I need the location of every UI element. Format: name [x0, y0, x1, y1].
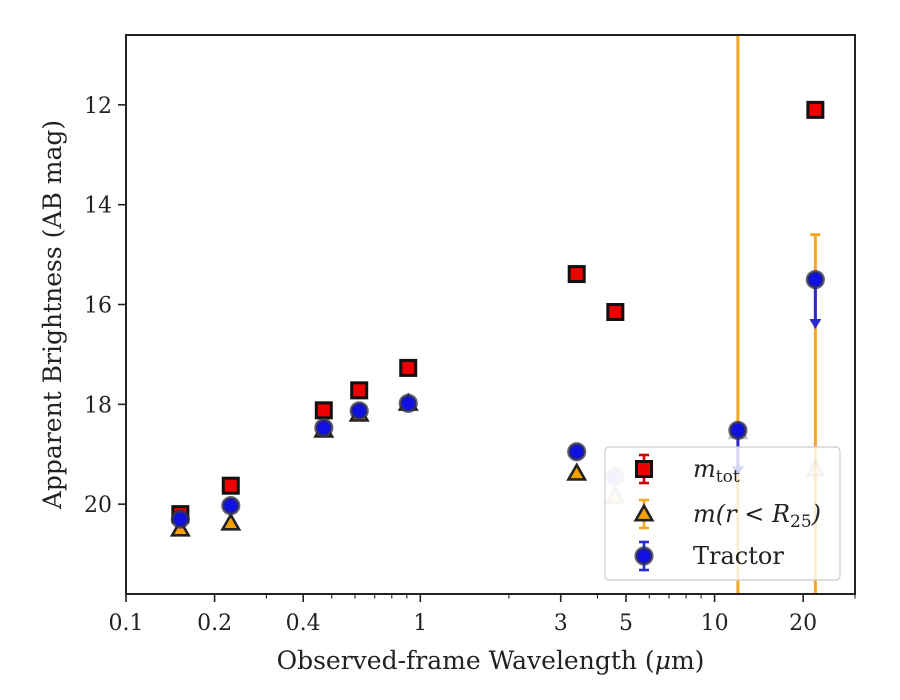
legend-entry: mtot	[693, 455, 740, 487]
legend-entry: Tractor	[693, 542, 784, 570]
y-axis-label: Apparent Brightness (AB mag)	[38, 120, 67, 510]
x-tick-label: 0.4	[286, 611, 321, 636]
data-point	[805, 269, 825, 290]
data-point	[567, 442, 587, 462]
x-tick-label: 10	[701, 611, 729, 636]
upper-limit-arrow	[809, 318, 822, 329]
data-point	[170, 509, 190, 529]
y-tick-label: 20	[84, 493, 112, 518]
y-tick-label: 18	[84, 393, 112, 418]
x-tick-label: 0.2	[197, 611, 232, 636]
legend: mtot m(r < R25) Tractor	[604, 446, 841, 581]
data-point	[398, 393, 418, 413]
legend-marker	[635, 460, 653, 478]
data-point	[221, 496, 241, 516]
axis-ticks: 0.1 0.2 0.4 1 3 5 10 20 12 14 16 18 20	[84, 94, 856, 636]
x-tick-label: 1	[413, 611, 427, 636]
data-point	[806, 100, 825, 119]
x-axis-label: Observed-frame Wavelength (μm)	[277, 646, 705, 675]
data-point	[728, 420, 748, 440]
data-point	[566, 462, 588, 481]
data-point	[314, 418, 334, 438]
y-tick-label: 16	[84, 294, 112, 319]
x-tick-label: 20	[789, 611, 817, 636]
axes-frame	[125, 34, 856, 595]
data-point	[606, 303, 625, 322]
legend-entry: m(r < R25)	[693, 500, 821, 532]
legend-marker	[634, 546, 654, 566]
data-point	[221, 476, 240, 495]
y-tick-label: 14	[84, 194, 112, 219]
x-tick-label: 3	[554, 611, 568, 636]
data-point	[350, 381, 369, 400]
y-tick-label: 12	[84, 94, 112, 119]
x-tick-label: 0.1	[109, 611, 144, 636]
data-point	[314, 401, 333, 420]
data-point	[567, 265, 586, 284]
data-point	[220, 512, 242, 531]
legend-marker	[633, 503, 655, 522]
data-point	[399, 358, 418, 377]
x-tick-label: 5	[619, 611, 633, 636]
legend-frame	[604, 446, 841, 581]
data-point	[349, 401, 369, 421]
